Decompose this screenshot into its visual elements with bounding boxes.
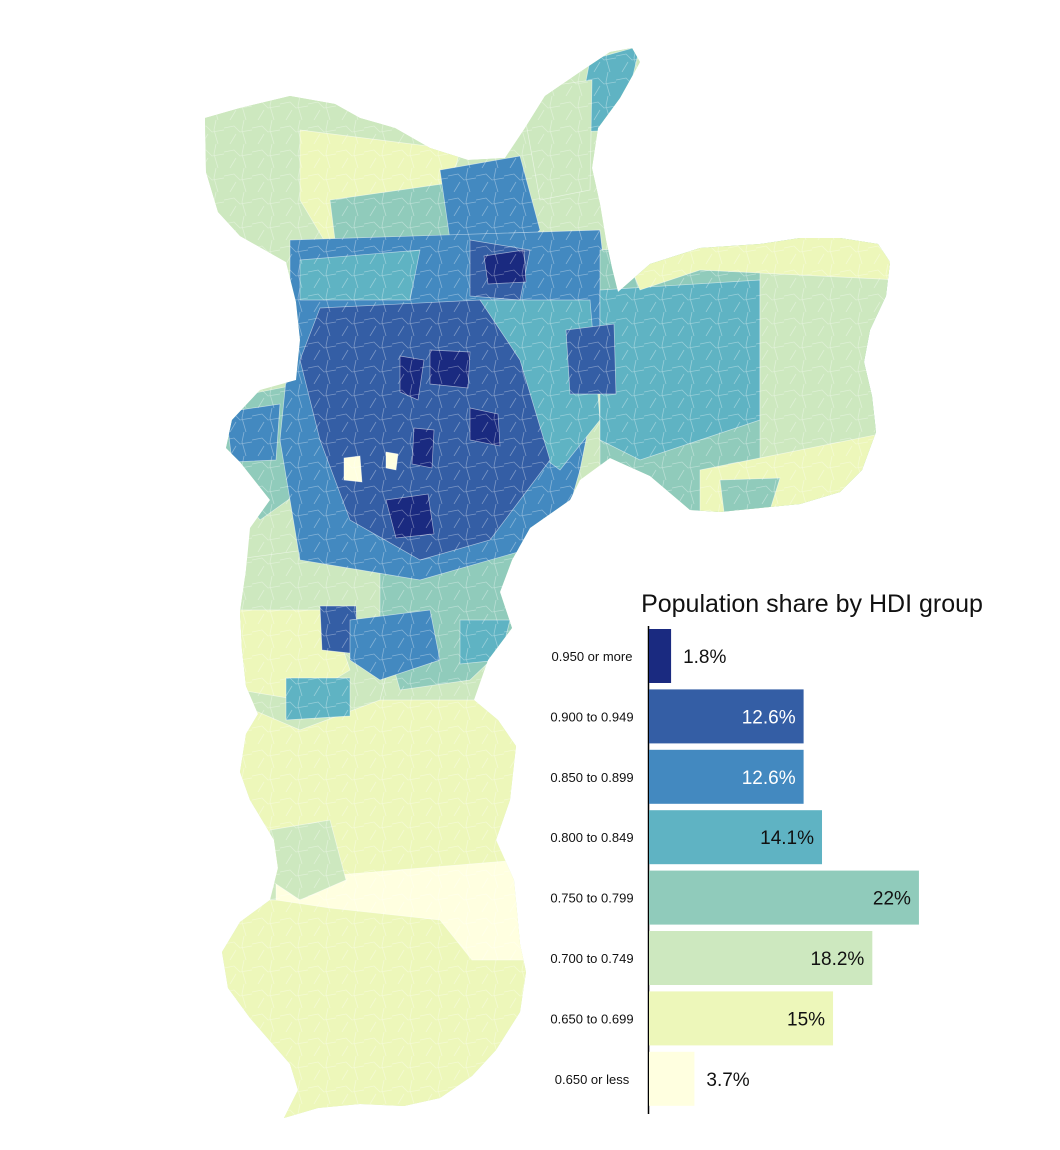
bar-7 [649, 1051, 695, 1106]
category-labels: 0.950 or more 0.900 to 0.949 0.850 to 0.89… [550, 649, 633, 1087]
value-labels: 1.8% 12.6% 12.6% 14.1% 22% 18.2% 15% 3.7% [683, 647, 911, 1091]
bar-1 [649, 689, 804, 744]
value-label-2: 12.6% [742, 768, 796, 789]
category-label-6: 0.650 to 0.699 [550, 1011, 633, 1026]
bar-2 [649, 749, 804, 804]
value-label-1: 12.6% [742, 707, 796, 728]
category-label-0: 0.950 or more [552, 649, 633, 664]
value-label-6: 15% [787, 1009, 825, 1030]
category-label-1: 0.900 to 0.949 [550, 709, 633, 724]
value-label-5: 18.2% [810, 949, 864, 970]
bar-3 [649, 810, 823, 865]
value-label-7: 3.7% [706, 1070, 749, 1091]
category-label-7: 0.650 or less [555, 1072, 630, 1087]
value-label-0: 1.8% [683, 647, 726, 668]
bar-series [649, 629, 919, 1106]
chart-title: Population share by HDI group [641, 590, 983, 618]
category-label-2: 0.850 to 0.899 [550, 770, 633, 785]
category-label-3: 0.800 to 0.849 [550, 830, 633, 845]
value-label-4: 22% [873, 889, 911, 910]
bar-0 [649, 629, 672, 683]
category-label-5: 0.700 to 0.749 [550, 951, 633, 966]
category-label-4: 0.750 to 0.799 [550, 891, 633, 906]
bar-5 [649, 931, 873, 985]
bar-4 [649, 870, 919, 925]
value-label-3: 14.1% [760, 828, 814, 849]
bar-6 [649, 991, 834, 1046]
